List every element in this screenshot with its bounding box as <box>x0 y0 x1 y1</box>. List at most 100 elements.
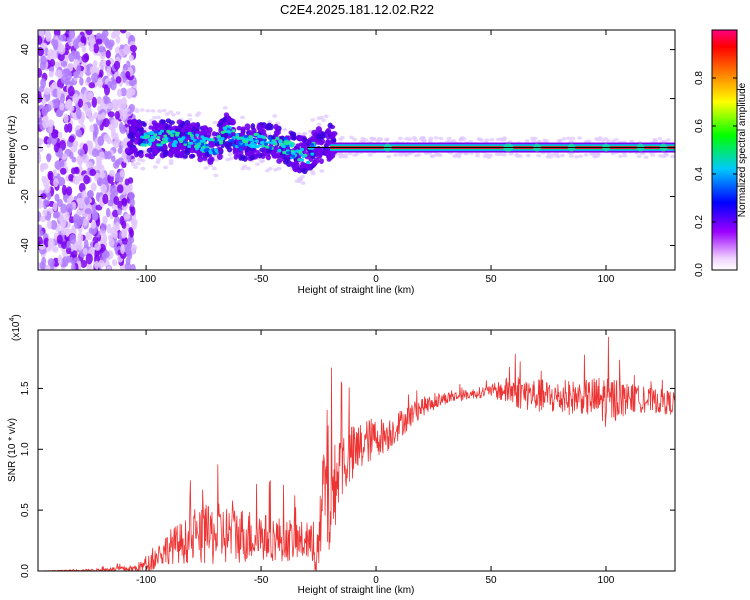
ridge-core-blob <box>300 158 305 162</box>
noise-blob <box>85 253 93 265</box>
halo-blob <box>475 153 481 158</box>
ridge-body-blob <box>137 127 144 133</box>
noise-blob <box>115 76 122 84</box>
noise-blob <box>100 184 108 194</box>
noise-blob <box>89 124 95 133</box>
noise-blob <box>108 238 115 247</box>
noise-blob <box>93 125 99 136</box>
ridge-body-blob <box>273 129 280 137</box>
ridge-body-blob <box>247 131 253 137</box>
halo-blob <box>500 137 506 142</box>
noise-blob <box>68 135 75 143</box>
noise-blob <box>38 110 41 118</box>
ridge-core-blob <box>281 145 286 149</box>
noise-blob <box>52 202 58 212</box>
halo-blob <box>144 127 150 132</box>
halo-blob <box>508 152 514 156</box>
noise-blob <box>88 44 94 52</box>
noise-blob <box>93 254 101 264</box>
halo-blob <box>397 136 403 141</box>
ridge-core-blob <box>226 129 231 134</box>
spectrogram-y-label: Frequency (Hz) <box>7 116 18 185</box>
ridge-body-blob <box>163 149 169 156</box>
noise-blob <box>60 217 67 228</box>
ridge-body-blob <box>315 139 321 145</box>
halo-blob <box>545 155 551 159</box>
halo-blob <box>130 158 136 163</box>
noise-blob <box>96 77 104 88</box>
halo-blob <box>150 109 156 113</box>
halo-blob <box>610 151 616 156</box>
ridge-body-blob <box>325 141 331 147</box>
noise-blob <box>38 146 44 153</box>
halo-blob <box>363 138 369 142</box>
ridge-body-blob <box>134 132 140 138</box>
ridge-core-blob <box>241 138 246 143</box>
noise-blob <box>102 193 109 205</box>
noise-blob <box>56 234 63 245</box>
snr-y-label: SNR (10 * v/v) <box>7 418 18 482</box>
noise-blob <box>61 184 67 196</box>
noise-blob <box>128 192 135 201</box>
spectrogram-panel: -100 -50 0 50 100 -40 -20 0 20 40 Height of stra… <box>7 29 676 296</box>
noise-blob <box>102 177 108 186</box>
noise-blob <box>52 211 59 219</box>
noise-blob <box>102 215 108 225</box>
ridge-body-blob <box>202 126 209 133</box>
colorbar-tick-label: 0.0 <box>694 263 705 277</box>
halo-blob <box>482 154 488 158</box>
halo-blob <box>413 153 419 158</box>
noise-blob <box>47 238 55 249</box>
noise-blob <box>86 76 92 83</box>
noise-blob <box>77 148 85 157</box>
noise-blob <box>127 185 133 195</box>
snr-y-tick-label: 0.0 <box>20 564 31 578</box>
noise-blob <box>87 140 94 149</box>
noise-blob <box>83 239 89 251</box>
noise-blob <box>38 243 46 250</box>
halo-blob <box>386 154 392 159</box>
halo-blob <box>536 153 542 158</box>
ridge-core-blob <box>283 137 288 141</box>
noise-blob <box>113 60 121 70</box>
halo-blob <box>123 114 129 119</box>
ridge-body-blob <box>296 135 302 141</box>
noise-blob <box>38 224 43 232</box>
noise-blob <box>38 67 43 78</box>
spectrogram-x-tick-label: 0 <box>373 274 379 285</box>
noise-blob <box>48 70 54 78</box>
noise-blob <box>129 44 138 52</box>
ridge-core-blob <box>231 143 236 147</box>
halo-blob <box>349 135 355 140</box>
noise-blob <box>114 159 121 167</box>
halo-blob <box>168 159 174 163</box>
ridge-core-blob <box>256 144 261 148</box>
ridge-core-blob <box>200 148 205 152</box>
halo-blob <box>171 113 177 117</box>
noise-blob <box>78 182 86 193</box>
noise-blob <box>47 49 55 57</box>
ridge-core-blob <box>216 134 221 139</box>
ridge-body-blob <box>240 126 246 133</box>
noise-blob <box>38 152 41 164</box>
ridge-body-blob <box>276 158 283 164</box>
ridge-core-blob <box>142 140 147 144</box>
ridge-core-blob <box>253 132 258 137</box>
halo-blob <box>657 136 663 141</box>
halo-blob <box>551 153 557 157</box>
noise-blob <box>94 242 101 251</box>
noise-blob <box>69 234 77 245</box>
ridge-body-blob <box>330 133 336 140</box>
noise-blob <box>38 236 43 247</box>
ridge-core-blob <box>197 142 202 146</box>
ridge-core-blob <box>310 152 315 156</box>
ridge-body-blob <box>133 137 139 145</box>
ridge-core-blob <box>157 131 162 135</box>
noise-blob <box>77 240 83 251</box>
noise-blob <box>76 197 84 205</box>
snr-frame <box>37 329 676 572</box>
noise-blob <box>85 30 93 36</box>
halo-blob <box>267 166 273 171</box>
ridge-core-blob <box>170 130 175 134</box>
noise-blob <box>108 169 115 177</box>
